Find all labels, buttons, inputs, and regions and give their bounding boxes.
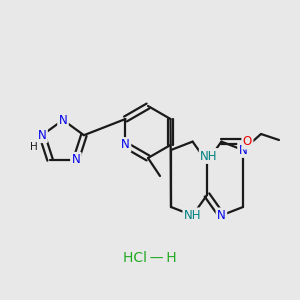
Text: H: H <box>30 142 38 152</box>
Text: N: N <box>38 129 46 142</box>
Text: N: N <box>217 209 226 222</box>
Text: N: N <box>72 153 80 166</box>
Text: NH: NH <box>184 209 201 222</box>
Text: NH: NH <box>200 149 218 163</box>
Text: N: N <box>121 139 130 152</box>
Text: O: O <box>243 135 252 148</box>
Text: HCl — H: HCl — H <box>123 251 177 265</box>
Text: N: N <box>58 113 68 127</box>
Text: N: N <box>238 143 247 157</box>
